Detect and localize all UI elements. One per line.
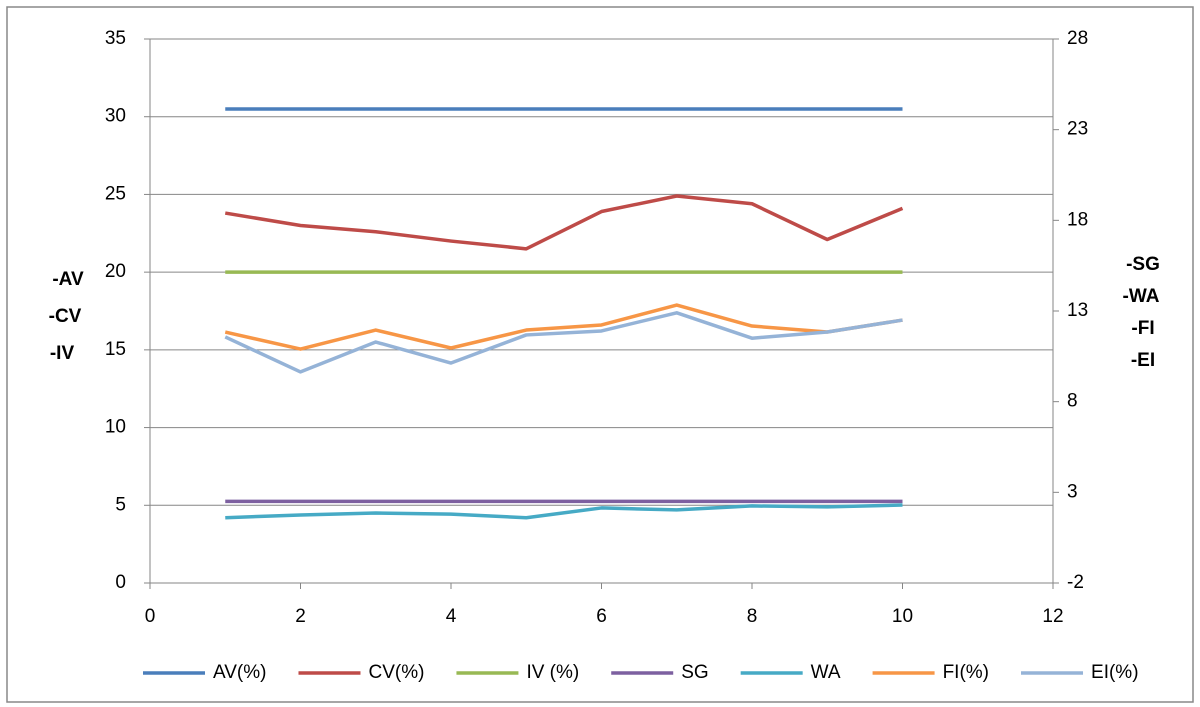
series-line xyxy=(224,311,903,374)
y-tick-label: 20 xyxy=(105,261,126,282)
legend-label: CV(%) xyxy=(368,662,424,683)
series-line xyxy=(225,503,903,520)
series-line xyxy=(224,303,903,351)
legend-label: AV(%) xyxy=(213,662,266,683)
legend-label: EI(%) xyxy=(1091,662,1139,683)
y-tick-label: 0 xyxy=(115,572,126,593)
y2-tick-label: 3 xyxy=(1067,481,1078,502)
x-tick-label: 2 xyxy=(295,606,306,627)
y-tick-label: 30 xyxy=(105,106,126,127)
y2-tick-label: 23 xyxy=(1067,119,1088,140)
x-tick-label: 10 xyxy=(892,606,913,627)
y2-axis-label: -EI xyxy=(1131,350,1155,371)
y2-axis-label: -WA xyxy=(1123,286,1160,307)
y2-tick-label: 18 xyxy=(1067,209,1088,230)
y-tick-label: 10 xyxy=(105,417,126,438)
y2-tick-label: 13 xyxy=(1067,300,1088,321)
chart-frame xyxy=(6,6,1194,703)
y-axis-label: -AV xyxy=(52,269,84,290)
legend-label: WA xyxy=(811,662,841,683)
x-tick-label: 8 xyxy=(747,606,758,627)
y-tick-label: 35 xyxy=(105,28,126,49)
y-axis-label: -IV xyxy=(50,343,75,364)
y2-axis-label: -FI xyxy=(1131,318,1154,339)
y-tick-label: 15 xyxy=(105,339,126,360)
x-tick-label: 4 xyxy=(446,606,457,627)
legend-label: SG xyxy=(681,662,708,683)
y2-tick-label: 8 xyxy=(1067,391,1078,412)
y2-tick-label: 28 xyxy=(1067,28,1088,49)
x-tick-label: 0 xyxy=(145,606,156,627)
x-tick-label: 6 xyxy=(596,606,607,627)
series-line xyxy=(224,194,904,251)
y-tick-label: 25 xyxy=(105,183,126,204)
y-tick-label: 5 xyxy=(115,494,126,515)
y-axis-label: -CV xyxy=(49,306,82,327)
legend-label: IV (%) xyxy=(526,662,579,683)
x-tick-label: 12 xyxy=(1042,606,1063,627)
y2-axis-label: -SG xyxy=(1126,254,1160,275)
y2-tick-label: -2 xyxy=(1067,572,1084,593)
legend-label: FI(%) xyxy=(943,662,989,683)
